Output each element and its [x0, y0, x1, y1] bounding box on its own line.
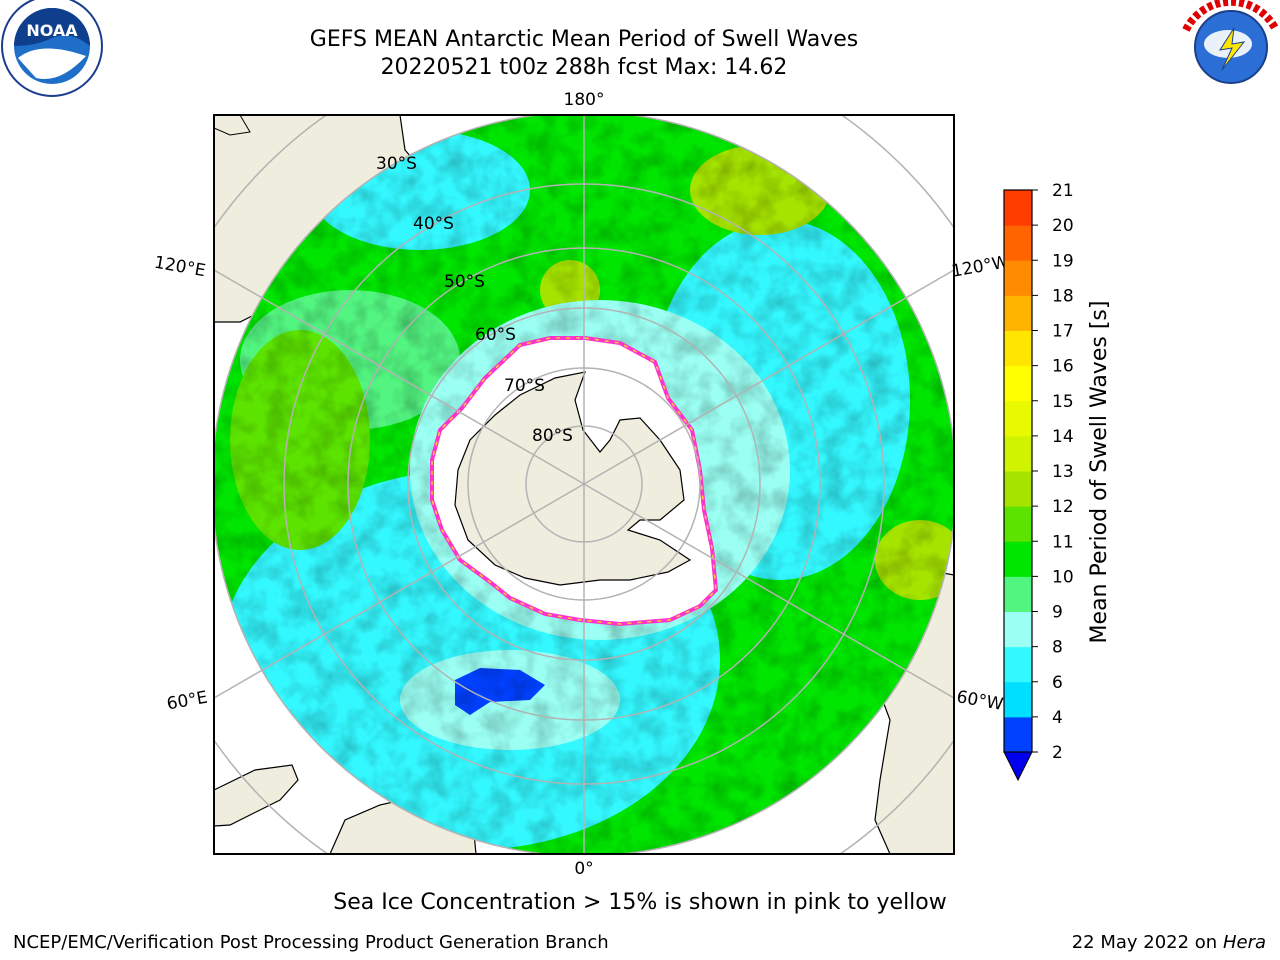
colorbar-extend-arrow: [1003, 751, 1033, 782]
credit-host: Hera: [1222, 932, 1266, 953]
colorbar-segment: [1004, 295, 1032, 331]
colorbar-segment: [1004, 506, 1032, 542]
colorbar-segment: [1004, 646, 1032, 683]
colorbar-tick-label: 6: [1052, 673, 1063, 693]
colorbar-tick-label: 13: [1052, 462, 1074, 482]
colorbar-tick-label: 12: [1052, 497, 1074, 517]
colorbar-segment: [1004, 225, 1032, 261]
colorbar-tick-label: 4: [1052, 708, 1063, 728]
colorbar-tick-label: 14: [1052, 427, 1074, 447]
colorbar-tick-label: 17: [1052, 322, 1074, 342]
colorbar-segment: [1004, 576, 1032, 612]
top-left-land: [214, 115, 251, 136]
lat-label-60s: 60°S: [475, 325, 516, 345]
colorbar-segment: [1004, 435, 1032, 472]
noaa-logo: NOAA: [1, 0, 103, 97]
colorbar-tick-label: 16: [1052, 357, 1074, 377]
colorbar-segment: [1004, 471, 1032, 507]
colorbar-tick-label: 20: [1052, 216, 1074, 236]
madagascar-land: [214, 764, 299, 827]
colorbar-tick-label: 21: [1052, 181, 1074, 201]
map-frame: [213, 114, 955, 855]
lat-label-50s: 50°S: [444, 272, 485, 292]
colorbar-segment: [1004, 541, 1032, 577]
colorbar-label: Mean Period of Swell Waves [s]: [1087, 301, 1112, 644]
colorbar-tick-label: 19: [1052, 251, 1074, 271]
colorbar-segment: [1004, 400, 1032, 437]
colorbar-tick-label: 8: [1052, 638, 1063, 658]
colorbar-tick-label: 11: [1052, 532, 1074, 552]
lat-label-30s: 30°S: [376, 154, 417, 174]
colorbar: 2 4 6 8 9 10 11 12 13 14 15 16 17 18 19 20 21: [1003, 181, 1074, 782]
sea-ice-note: Sea Ice Concentration > 15% is shown in …: [333, 890, 947, 915]
colorbar-tick-label: 15: [1052, 392, 1074, 412]
lon-label-60e: 60°E: [165, 688, 209, 715]
colorbar-tick-label: 2: [1052, 743, 1063, 763]
graticule: [214, 115, 954, 854]
colorbar-segment: [1004, 190, 1032, 226]
credit-date: 22 May 2022 on: [1071, 932, 1218, 953]
nws-logo: [1181, 0, 1280, 97]
lon-label-60w: 60°W: [955, 687, 1005, 715]
lat-label-80s: 80°S: [532, 426, 573, 446]
map-subtitle: 20220521 t00z 288h fcst Max: 14.62: [380, 55, 788, 80]
polar-map: [214, 115, 954, 854]
map-title: GEFS MEAN Antarctic Mean Period of Swell…: [309, 27, 859, 52]
colorbar-tick-label: 9: [1052, 603, 1063, 623]
colorbar-segment: [1004, 365, 1032, 402]
credit-left: NCEP/EMC/Verification Post Processing Pr…: [13, 932, 609, 953]
lon-label-120w: 120°W: [950, 252, 1011, 282]
colorbar-segment: [1004, 681, 1032, 718]
lon-label-120e: 120°E: [153, 253, 207, 282]
noaa-logo-wordmark: NOAA: [26, 21, 78, 40]
colorbar-segment: [1004, 260, 1032, 296]
colorbar-segment: [1004, 611, 1032, 648]
lat-label-70s: 70°S: [504, 376, 545, 396]
lon-label-0: 0°: [574, 859, 593, 879]
lon-label-180: 180°: [564, 90, 605, 110]
lat-label-40s: 40°S: [413, 214, 454, 234]
colorbar-tick-label: 18: [1052, 286, 1074, 306]
colorbar-segment: [1004, 716, 1032, 753]
antarctica-land: [454, 371, 692, 586]
colorbar-tick-label: 10: [1052, 567, 1074, 587]
colorbar-segment: [1004, 330, 1032, 367]
credit-right: 22 May 2022 on Hera: [1072, 932, 1266, 953]
